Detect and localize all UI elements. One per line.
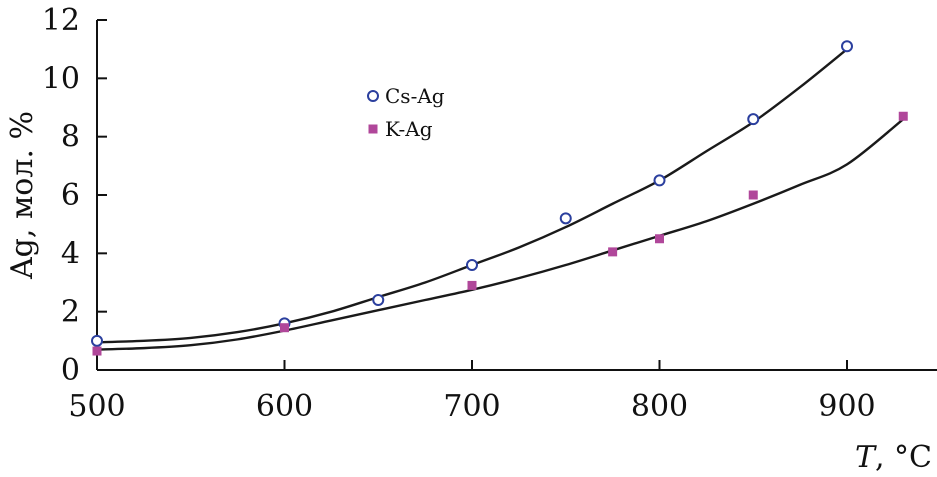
data-point-cs-ag (747, 113, 760, 126)
x-axis-unit: , °C (875, 440, 932, 475)
data-point-k-ag (748, 190, 758, 200)
data-point-k-ag (467, 280, 477, 290)
y-tick-label: 6 (61, 178, 80, 213)
data-point-cs-ag (91, 334, 103, 347)
legend-marker-k-ag (368, 124, 378, 134)
legend-label-cs-ag: Cs-Ag (385, 84, 445, 108)
x-ticks: 500 600 700 800 900 (68, 360, 876, 424)
data-point-k-ag (898, 111, 908, 121)
y-tick-label: 4 (61, 236, 80, 271)
data-point-cs-ag (841, 40, 853, 53)
fit-curve-k-ag (96, 118, 905, 351)
y-ticks: 0 2 4 6 8 10 12 (42, 3, 107, 388)
data-point-cs-ag (466, 259, 478, 271)
legend: Cs-Ag K-Ag (367, 84, 445, 141)
x-tick-label: 900 (818, 389, 875, 424)
y-tick-label: 12 (42, 3, 80, 38)
y-tick-label: 2 (61, 295, 80, 330)
fit-curves (96, 48, 905, 351)
x-tick-label: 800 (631, 389, 688, 424)
x-axis-variable: T (855, 440, 877, 475)
axes (96, 20, 937, 371)
x-tick-label: 700 (443, 389, 500, 424)
data-point-cs-ag (372, 294, 385, 306)
legend-marker-cs-ag (367, 90, 379, 102)
x-tick-label: 500 (68, 389, 125, 424)
y-tick-label: 10 (42, 61, 80, 96)
x-tick-label: 600 (256, 389, 313, 424)
data-point-k-ag (608, 247, 618, 257)
y-axis-title: Ag, мол. % (5, 111, 40, 280)
legend-label-k-ag: K-Ag (385, 117, 433, 141)
x-axis-title: T, °C (855, 440, 932, 475)
y-tick-label: 8 (61, 120, 80, 155)
data-point-cs-ag (559, 212, 572, 225)
data-point-k-ag (92, 346, 102, 356)
y-tick-label: 0 (61, 353, 80, 388)
fit-curve-cs-ag (96, 48, 848, 344)
data-point-k-ag (280, 323, 289, 333)
data-point-cs-ag (653, 174, 666, 187)
data-point-k-ag (655, 234, 664, 244)
data-points (91, 40, 908, 356)
